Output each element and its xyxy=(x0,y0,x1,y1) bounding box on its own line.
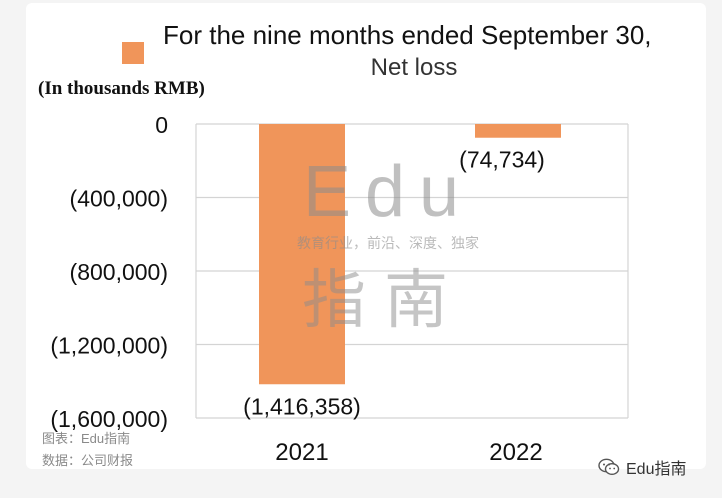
chart-source-label: 图表：Edu指南 xyxy=(42,431,131,446)
unit-label: (In thousands RMB) xyxy=(38,78,205,99)
bar-2021 xyxy=(259,124,345,385)
bar-2022 xyxy=(475,124,561,138)
data-label-2022: (74,734) xyxy=(459,147,545,173)
chart-card xyxy=(26,3,706,469)
wechat-icon xyxy=(598,458,620,476)
watermark-tagline: 教育行业，前沿、深度、独家 xyxy=(297,235,479,252)
wechat-account-name: Edu指南 xyxy=(626,461,687,478)
watermark: Edu 教育行业，前沿、深度、独家 指南 xyxy=(297,152,479,338)
x-tick-label: 2022 xyxy=(489,439,542,466)
y-tick-label: (1,600,000) xyxy=(50,406,168,432)
data-source-label: 数据：公司财报 xyxy=(42,453,134,468)
y-tick-label: (400,000) xyxy=(70,186,168,212)
y-tick-label: 0 xyxy=(155,112,168,138)
chart-subtitle: Net loss xyxy=(370,54,458,81)
data-label-2021: (1,416,358) xyxy=(243,393,361,419)
x-tick-label: 2021 xyxy=(275,439,328,466)
y-tick-label: (800,000) xyxy=(70,259,168,285)
chart-title: For the nine months ended September 30, xyxy=(163,20,652,50)
wechat-account-badge: Edu指南 xyxy=(598,456,686,478)
legend-swatch xyxy=(122,42,144,64)
watermark-edu: Edu xyxy=(303,152,473,232)
y-tick-label: (1,200,000) xyxy=(50,333,168,359)
watermark-brand: 指南 xyxy=(302,264,466,338)
